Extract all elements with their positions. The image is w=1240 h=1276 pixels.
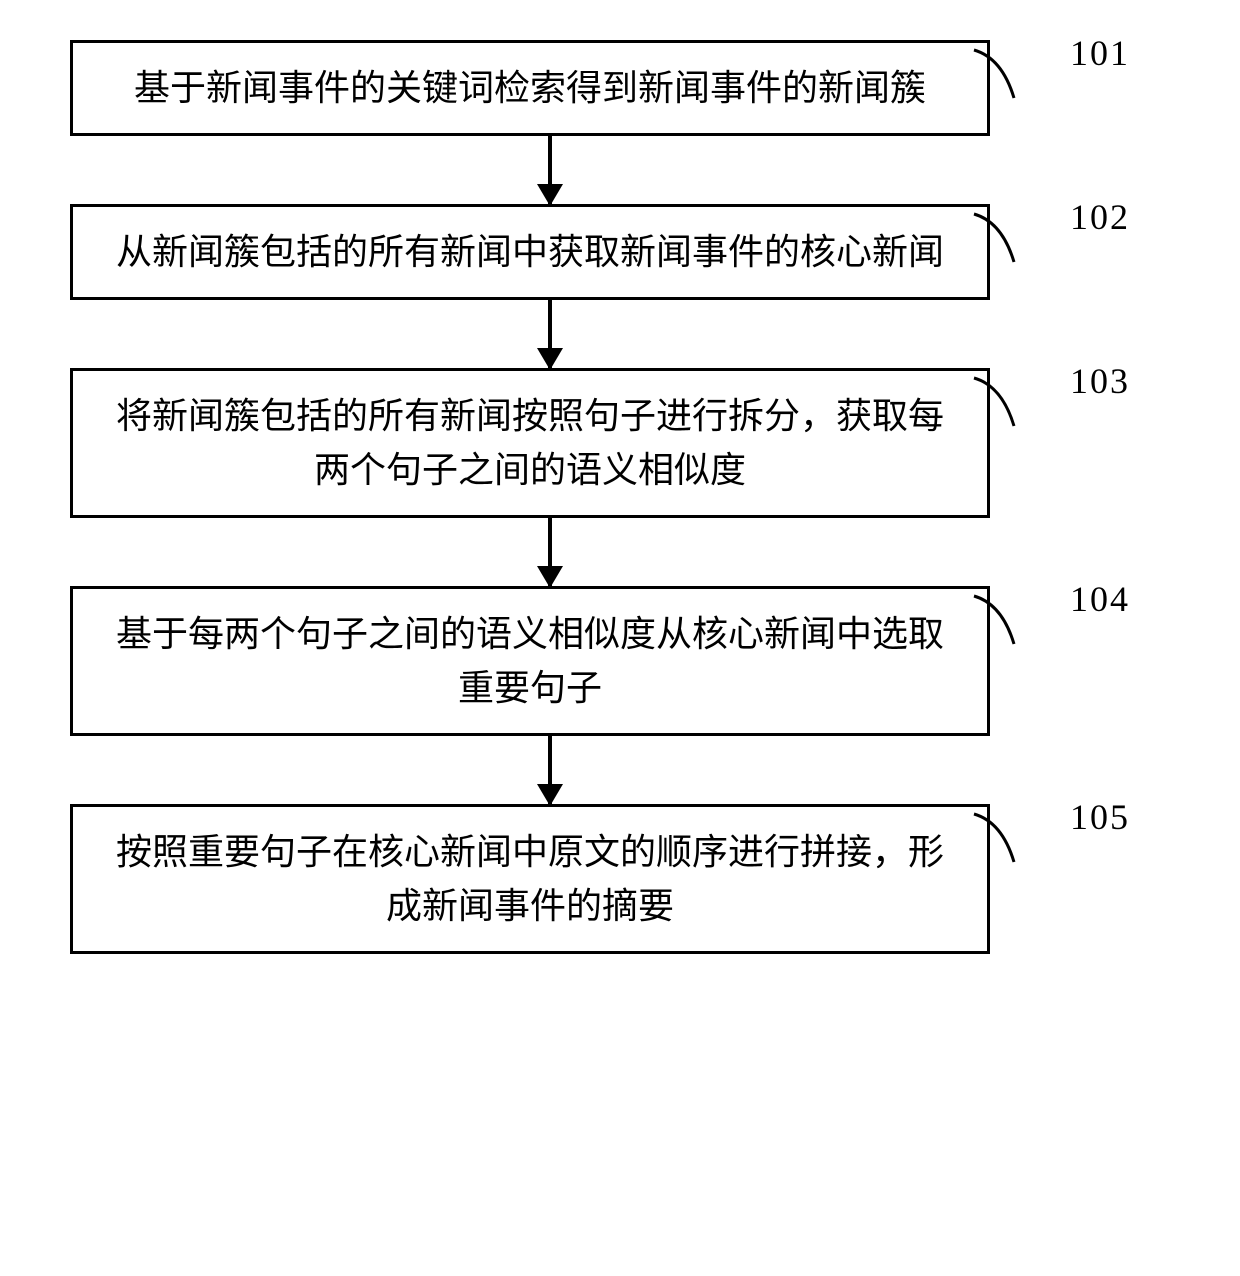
label-wrap-101: 101 [990, 40, 1130, 136]
step-text: 按照重要句子在核心新闻中原文的顺序进行拼接，形成新闻事件的摘要 [116, 832, 944, 926]
step-row-102: 从新闻簇包括的所有新闻中获取新闻事件的核心新闻 102 [70, 204, 1170, 300]
step-label: 103 [1070, 360, 1130, 402]
connector-curve-icon [972, 212, 1032, 267]
step-text: 从新闻簇包括的所有新闻中获取新闻事件的核心新闻 [116, 232, 944, 272]
step-text: 基于每两个句子之间的语义相似度从核心新闻中选取重要句子 [116, 614, 944, 708]
step-label: 105 [1070, 796, 1130, 838]
label-wrap-105: 105 [990, 804, 1130, 954]
step-box-101: 基于新闻事件的关键词检索得到新闻事件的新闻簇 [70, 40, 990, 136]
step-box-104: 基于每两个句子之间的语义相似度从核心新闻中选取重要句子 [70, 586, 990, 736]
arrow-down-icon [548, 136, 552, 204]
step-row-104: 基于每两个句子之间的语义相似度从核心新闻中选取重要句子 104 [70, 586, 1170, 736]
step-label: 102 [1070, 196, 1130, 238]
step-text: 基于新闻事件的关键词检索得到新闻事件的新闻簇 [134, 68, 926, 108]
arrow-wrap [90, 518, 1010, 586]
arrow-wrap [90, 300, 1010, 368]
connector-curve-icon [972, 812, 1032, 867]
connector-curve-icon [972, 48, 1032, 103]
arrow-down-icon [548, 300, 552, 368]
step-label: 104 [1070, 578, 1130, 620]
step-row-103: 将新闻簇包括的所有新闻按照句子进行拆分，获取每两个句子之间的语义相似度 103 [70, 368, 1170, 518]
label-wrap-104: 104 [990, 586, 1130, 736]
label-wrap-102: 102 [990, 204, 1130, 300]
step-box-105: 按照重要句子在核心新闻中原文的顺序进行拼接，形成新闻事件的摘要 [70, 804, 990, 954]
flowchart-container: 基于新闻事件的关键词检索得到新闻事件的新闻簇 101 从新闻簇包括的所有新闻中获… [70, 40, 1170, 954]
step-row-105: 按照重要句子在核心新闻中原文的顺序进行拼接，形成新闻事件的摘要 105 [70, 804, 1170, 954]
arrow-wrap [90, 136, 1010, 204]
arrow-down-icon [548, 518, 552, 586]
step-box-102: 从新闻簇包括的所有新闻中获取新闻事件的核心新闻 [70, 204, 990, 300]
label-wrap-103: 103 [990, 368, 1130, 518]
step-row-101: 基于新闻事件的关键词检索得到新闻事件的新闻簇 101 [70, 40, 1170, 136]
step-label: 101 [1070, 32, 1130, 74]
connector-curve-icon [972, 594, 1032, 649]
step-box-103: 将新闻簇包括的所有新闻按照句子进行拆分，获取每两个句子之间的语义相似度 [70, 368, 990, 518]
arrow-down-icon [548, 736, 552, 804]
arrow-wrap [90, 736, 1010, 804]
step-text: 将新闻簇包括的所有新闻按照句子进行拆分，获取每两个句子之间的语义相似度 [116, 396, 944, 490]
connector-curve-icon [972, 376, 1032, 431]
